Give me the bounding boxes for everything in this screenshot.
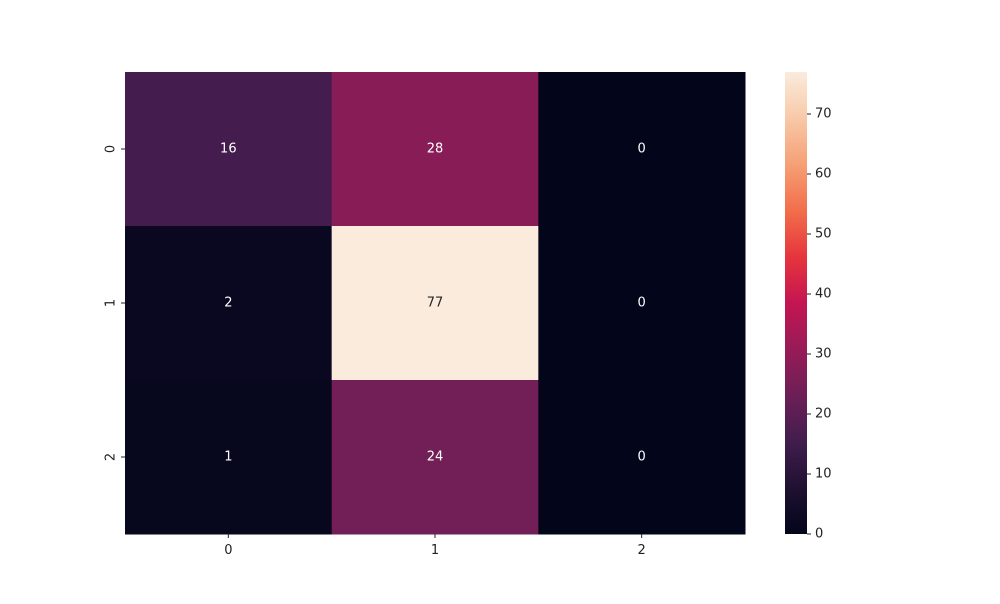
heatmap-cell-r1-c2 (538, 226, 746, 381)
cell-annotations: 16 28 0 2 77 0 1 24 0 (220, 142, 646, 465)
heatmap-cell-r0-c2 (538, 72, 746, 227)
x-tick-label: 0 (224, 543, 232, 558)
cell-value-label: 28 (427, 142, 444, 157)
colorbar: 0 10 20 30 40 50 60 70 (785, 72, 832, 542)
heatmap-cell-r2-c1 (331, 380, 539, 535)
heatmap-cell-r0-c0 (125, 72, 333, 227)
heatmap-cell-r2-c2 (538, 380, 746, 535)
colorbar-tick-label: 10 (815, 467, 832, 482)
cell-value-label: 0 (638, 450, 646, 465)
colorbar-tick-label: 40 (815, 287, 832, 302)
colorbar-tick-label: 0 (815, 527, 823, 542)
heatmap-cell-r0-c1 (331, 72, 539, 227)
colorbar-gradient (785, 72, 807, 534)
cell-value-label: 1 (224, 450, 232, 465)
x-tick-label: 1 (431, 543, 439, 558)
x-axis: 0 1 2 (224, 534, 646, 558)
y-tick-label: 2 (104, 453, 119, 461)
x-tick-label: 2 (638, 543, 646, 558)
colorbar-tick-label: 50 (815, 227, 832, 242)
cell-value-label: 0 (638, 142, 646, 157)
cell-value-label: 24 (427, 450, 444, 465)
y-axis: 0 1 2 (104, 145, 125, 461)
y-tick-label: 1 (104, 299, 119, 307)
colorbar-tick-label: 30 (815, 347, 832, 362)
heatmap-cells (125, 72, 746, 535)
colorbar-tick-label: 70 (815, 107, 832, 122)
colorbar-tick-label: 60 (815, 167, 832, 182)
y-tick-label: 0 (104, 145, 119, 153)
cell-value-label: 2 (224, 296, 232, 311)
heatmap-cell-r1-c1 (331, 226, 539, 381)
heatmap-cell-r1-c0 (125, 226, 333, 381)
cell-value-label: 0 (638, 296, 646, 311)
cell-value-label: 77 (427, 296, 444, 311)
colorbar-tick-label: 20 (815, 407, 832, 422)
heatmap-cell-r2-c0 (125, 380, 333, 535)
cell-value-label: 16 (220, 142, 237, 157)
